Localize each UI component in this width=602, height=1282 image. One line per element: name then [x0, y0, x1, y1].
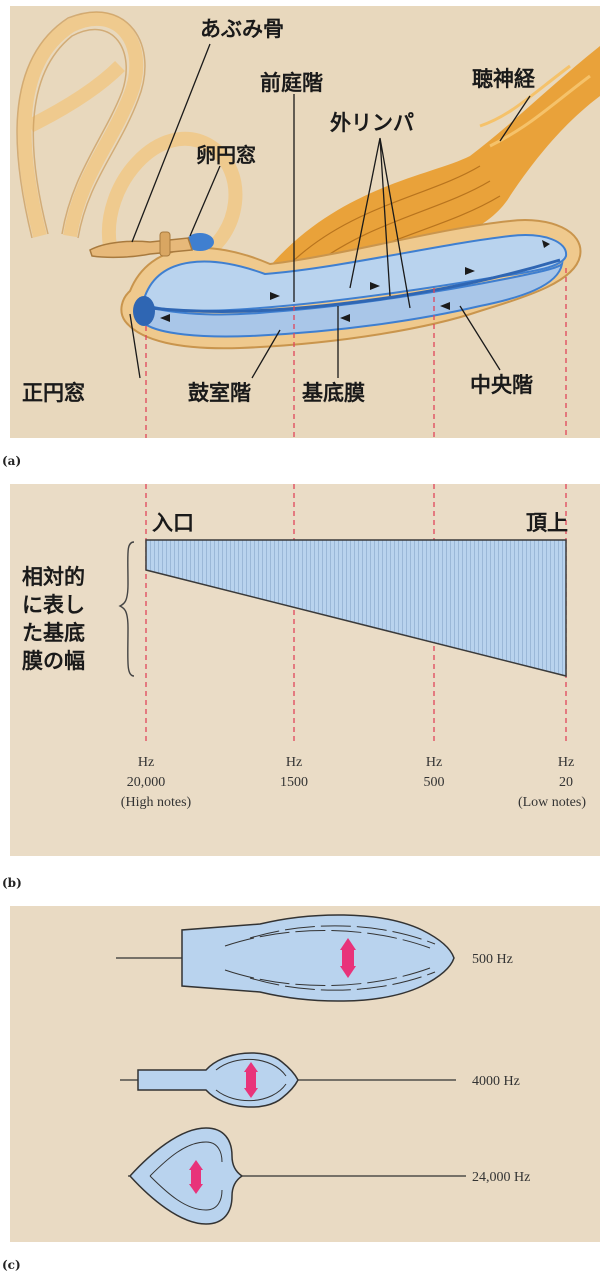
- wave-label-4000hz: 4000 Hz: [472, 1074, 520, 1089]
- traveling-waves-drawing: 500 Hz 4000 Hz 24,000 Hz: [116, 914, 530, 1225]
- freq-value-2: 1500: [280, 775, 308, 790]
- round-window: [133, 296, 155, 326]
- panel-b-tag: (b): [2, 876, 22, 890]
- frequency-guide-lines: [145, 268, 567, 438]
- label-perilymph: 外リンパ: [330, 111, 414, 135]
- wave-24000hz: 24,000 Hz: [128, 1127, 530, 1225]
- cochlea-drawing: あぶみ骨 前庭階 聴神経 外リンパ 卵円窓 正円窓 鼓室階 基底膜 中央階: [16, 11, 600, 438]
- freq-value-4: 20: [559, 775, 573, 790]
- label-oval-window: 卵円窓: [196, 143, 256, 167]
- stapes-bone: [89, 231, 194, 259]
- wave-4000hz: 4000 Hz: [120, 1052, 520, 1108]
- panel-a-cochlea-illustration: あぶみ骨 前庭階 聴神経 外リンパ 卵円窓 正円窓 鼓室階 基底膜 中央階: [10, 6, 600, 438]
- wave-label-500hz: 500 Hz: [472, 952, 513, 967]
- label-base: 入口: [152, 511, 194, 535]
- side-label-line-4: 膜の幅: [22, 649, 85, 673]
- freq-unit-3: Hz: [426, 755, 442, 770]
- side-label-line-3: た基底: [22, 621, 85, 645]
- wave-label-24000hz: 24,000 Hz: [472, 1170, 530, 1185]
- basilar-membrane-width-wedge: [145, 539, 567, 677]
- panel-b-membrane-width: 入口 頂上 相対的 に表し た基底 膜の幅 Hz 20,000 (High no…: [10, 484, 600, 856]
- label-auditory-nerve: 聴神経: [472, 67, 536, 91]
- fluid-flow-arrows: [160, 240, 550, 322]
- label-stapes: あぶみ骨: [200, 17, 284, 41]
- oval-window: [186, 233, 214, 251]
- label-scala-tympani: 鼓室階: [188, 381, 251, 405]
- freq-unit-1: Hz: [138, 755, 154, 770]
- panel-c-tag: (c): [2, 1258, 21, 1272]
- leader-lines: [129, 43, 531, 379]
- side-brace: [118, 541, 135, 677]
- freq-value-1: 20,000: [127, 775, 166, 790]
- side-label-line-1: 相対的: [22, 565, 85, 589]
- panel-a-tag: (a): [2, 454, 22, 468]
- label-cochlear-duct: 中央階: [470, 373, 533, 397]
- freq-note-1: (High notes): [121, 795, 192, 810]
- side-label-line-2: に表し: [22, 593, 85, 617]
- membrane-width-drawing: 入口 頂上 相対的 に表し た基底 膜の幅 Hz 20,000 (High no…: [22, 484, 587, 810]
- semicircular-canals: [17, 12, 243, 263]
- freq-note-4: (Low notes): [518, 795, 586, 810]
- frequency-scale: Hz 20,000 (High notes) Hz 1500 Hz 500 Hz…: [121, 755, 587, 810]
- label-basilar-membrane: 基底膜: [302, 381, 365, 405]
- label-scala-vestibuli: 前庭階: [260, 71, 323, 95]
- side-label: 相対的 に表し た基底 膜の幅: [22, 565, 85, 673]
- panel-c-traveling-waves: 500 Hz 4000 Hz 24,000 Hz: [10, 906, 600, 1242]
- freq-value-3: 500: [424, 775, 445, 790]
- freq-unit-4: Hz: [558, 755, 574, 770]
- scala-tympani-channel: [144, 261, 564, 338]
- scala-vestibuli-channel: [143, 234, 568, 312]
- label-apex: 頂上: [526, 511, 568, 535]
- bone-outline: [16, 11, 146, 239]
- label-round-window: 正円窓: [22, 381, 85, 405]
- freq-unit-2: Hz: [286, 755, 302, 770]
- basilar-membrane-line: [149, 258, 561, 313]
- wave-500hz: 500 Hz: [116, 914, 513, 1002]
